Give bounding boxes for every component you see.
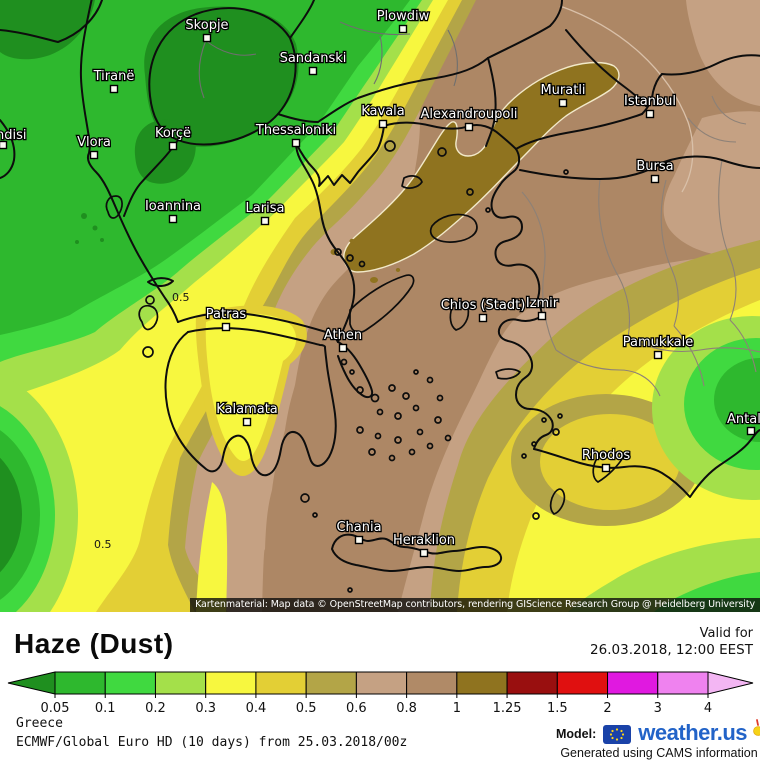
city-label: Alexandroupoli [420,107,517,122]
city-label: Bursa [636,159,673,174]
generated-note: Generated using CAMS information [560,746,758,760]
sun-icon [750,718,760,740]
city-marker [111,86,118,93]
city-label: ndisi [0,128,27,143]
legend-segment [105,672,155,694]
legend-arrow-right [708,672,753,694]
weather-map: 0.5 0.5 Skopje Tiranë Sandanski Plowdiw Korçë… [0,0,760,612]
eu-flag-icon [603,725,631,744]
city-label: Kavala [361,104,405,119]
city-label: Antal [727,412,760,427]
city-label: Chania [336,520,381,535]
legend-segment [608,672,658,694]
legend-tick-label: 4 [704,701,712,716]
city-label: Izmir [526,296,559,311]
city-label: Chios (Stadt) [441,298,526,313]
page-title: Haze (Dust) [14,628,174,660]
city-label: Skopje [185,18,228,33]
city-label: Heraklion [393,533,455,548]
city-marker [400,26,407,33]
city-marker [0,142,7,149]
city-label: Istanbul [624,94,676,109]
valid-datetime: 26.03.2018, 12:00 EEST [590,642,753,659]
city-label: Patras [206,307,247,322]
city-label: Kalamata [216,402,278,417]
city-marker [480,315,487,322]
city-marker [539,313,546,320]
legend-panel: Haze (Dust) Valid for 26.03.2018, 12:00 … [0,612,760,760]
valid-for-label: Valid for [590,626,753,642]
legend-segment [356,672,406,694]
model-label: Model: [556,727,596,741]
legend-segment [407,672,457,694]
city-marker [223,324,230,331]
screenshot-root: 0.5 0.5 Skopje Tiranë Sandanski Plowdiw Korçë… [0,0,760,760]
city-label: Pamukkale [623,335,694,350]
city-marker [204,35,211,42]
legend-segment [457,672,507,694]
city-marker [262,218,269,225]
legend-segment [507,672,557,694]
contour-value-label: 0.5 [172,291,190,304]
city-label: Ioannina [145,199,201,214]
legend-segment [306,672,356,694]
city-label: Thessaloniki [255,123,336,138]
city-marker [380,121,387,128]
city-marker [421,550,428,557]
contour-value-label: 0.5 [94,538,112,551]
city-label: Plowdiw [377,9,430,24]
region-label: Greece [16,714,407,733]
legend-segment [206,672,256,694]
city-marker [91,152,98,159]
legend-tick-label: 1.5 [547,701,568,716]
legend-tick-label: 1 [453,701,461,716]
city-marker [340,345,347,352]
map-region: 0.5 0.5 Skopje Tiranë Sandanski Plowdiw Korçë… [0,0,760,612]
model-run-label: ECMWF/Global Euro HD (10 days) from 25.0… [16,733,407,752]
legend-segment [256,672,306,694]
city-marker [466,124,473,131]
city-label: Muratli [540,83,585,98]
city-label: Vlora [77,135,111,150]
city-marker [170,216,177,223]
map-attribution: Kartenmaterial: Map data © OpenStreetMap… [190,598,760,612]
city-marker [560,100,567,107]
valid-block: Valid for 26.03.2018, 12:00 EEST [590,626,753,659]
meta-block: Greece ECMWF/Global Euro HD (10 days) fr… [16,714,407,752]
legend-segment [55,672,105,694]
city-label: Korçë [155,126,191,141]
city-label: Rhodos [582,448,630,463]
legend-segment [557,672,607,694]
city-marker [293,140,300,147]
city-marker [652,176,659,183]
legend-tick-label: 1.25 [493,701,522,716]
city-marker [748,428,755,435]
city-label: Athen [324,328,362,343]
city-marker [356,537,363,544]
legend-segment [155,672,205,694]
city-marker [310,68,317,75]
legend-colorbar: 0.050.10.20.30.40.50.60.811.251.5234 [0,666,760,716]
city-label: Sandanski [280,51,347,66]
legend-segment [658,672,708,694]
city-marker [603,465,610,472]
legend-arrow-left [8,672,55,694]
city-marker [244,419,251,426]
brand-logo[interactable]: weather.us [638,720,747,746]
city-label: Larisa [246,201,285,216]
legend-tick-label: 2 [603,701,611,716]
brand-row: Model: weather.us ™ [556,722,760,746]
city-marker [170,143,177,150]
city-marker [647,111,654,118]
city-marker [655,352,662,359]
legend-tick-label: 3 [654,701,662,716]
city-label: Tiranë [93,69,135,84]
